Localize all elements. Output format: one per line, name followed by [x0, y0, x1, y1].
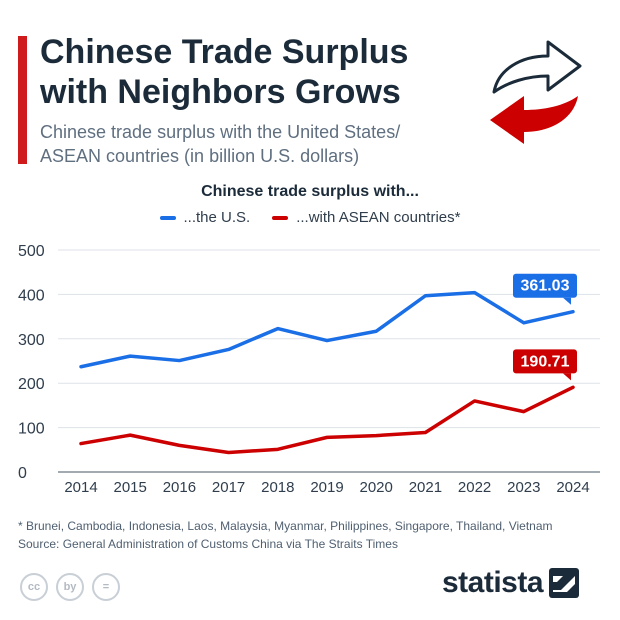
legend-label-asean: ...with ASEAN countries*: [296, 209, 461, 226]
legend-label-us: ...the U.S.: [183, 209, 251, 226]
legend-title: Chinese trade surplus with...: [201, 183, 419, 200]
end-data-label: 190.71: [521, 353, 570, 370]
legend-swatch-asean: [272, 215, 289, 220]
attribution-icon[interactable]: by: [56, 573, 84, 601]
title-line-1: Chinese Trade Surplus: [40, 33, 409, 71]
y-tick-label: 400: [18, 287, 45, 304]
x-tick-label: 2021: [409, 479, 442, 496]
end-label-box: [513, 273, 577, 298]
title-line-2: with Neighbors Grows: [40, 73, 401, 111]
legend: ...the U.S. ...with ASEAN countries*: [0, 209, 620, 226]
footnote: * Brunei, Cambodia, Indonesia, Laos, Mal…: [18, 519, 553, 533]
trade-arrows-icon: [490, 40, 582, 144]
legend-swatch-us: [159, 215, 176, 220]
y-tick-label: 0: [18, 465, 27, 482]
subtitle-line-2: ASEAN countries (in billion U.S. dollars…: [40, 146, 360, 166]
statista-logo-icon: [549, 568, 580, 598]
y-tick-label: 300: [18, 332, 45, 349]
legend-item-us: ...the U.S.: [159, 209, 251, 226]
cc-icon[interactable]: cc: [20, 573, 48, 601]
end-data-label: 361.03: [521, 278, 570, 295]
end-label-pointer: [563, 297, 571, 305]
accent-bar: [18, 36, 27, 164]
x-tick-label: 2020: [360, 479, 393, 496]
subtitle-line-1: Chinese trade surplus with the United St…: [40, 122, 401, 142]
page-subtitle: Chinese trade surplus with the United St…: [40, 120, 500, 168]
legend-item-asean: ...with ASEAN countries*: [272, 209, 460, 226]
no-derivatives-icon[interactable]: =: [92, 573, 120, 601]
x-tick-label: 2022: [458, 479, 491, 496]
x-tick-label: 2019: [310, 479, 343, 496]
series-line-asean: [79, 385, 575, 455]
x-tick-label: 2023: [507, 479, 540, 496]
y-tick-label: 200: [18, 376, 45, 393]
x-tick-label: 2017: [212, 479, 245, 496]
source-note: Source: General Administration of Custom…: [18, 537, 398, 551]
x-tick-label: 2018: [261, 479, 294, 496]
x-tick-label: 2024: [556, 479, 589, 496]
end-label-box: [513, 349, 577, 374]
brand[interactable]: statista: [442, 566, 580, 600]
end-label-pointer: [563, 373, 571, 381]
x-tick-label: 2016: [163, 479, 196, 496]
y-tick-label: 500: [18, 243, 45, 260]
x-tick-label: 2014: [64, 479, 97, 496]
license-icons: cc by =: [20, 573, 120, 601]
x-tick-label: 2015: [114, 479, 147, 496]
page-title: Chinese Trade Surplus with Neighbors Gro…: [40, 32, 480, 112]
series-line-us: [79, 290, 575, 369]
y-tick-label: 100: [18, 421, 45, 438]
brand-name: statista: [442, 566, 544, 599]
